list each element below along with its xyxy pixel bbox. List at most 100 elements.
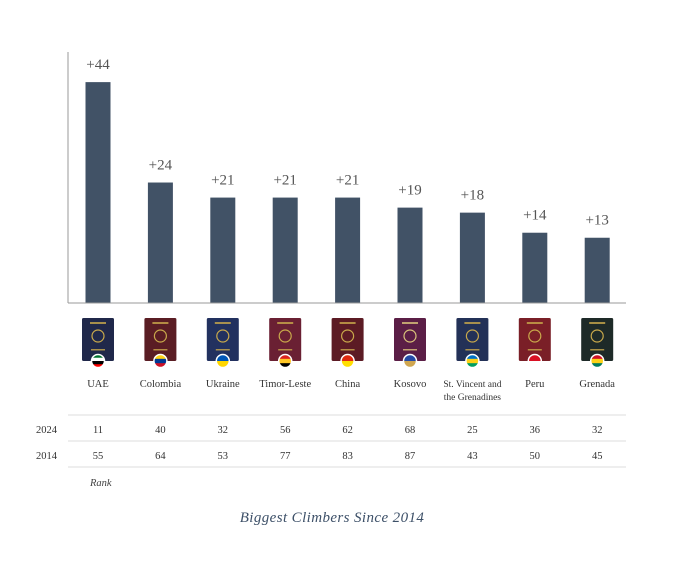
value-label: +21 [336, 173, 359, 189]
rank-cell: 77 [280, 451, 291, 462]
passport-cover [206, 318, 239, 361]
rank-year-label: 2014 [36, 451, 58, 462]
flag-icon [90, 353, 106, 369]
bar-kosovo [397, 207, 423, 303]
passport-title-line [152, 322, 169, 324]
timor-leste-passport-icon [269, 318, 302, 369]
value-label: +18 [461, 188, 484, 204]
rank-cell: 32 [218, 425, 229, 436]
country-label: Colombia [140, 379, 182, 390]
flag-ring [589, 353, 605, 369]
rank-cell: 25 [467, 425, 478, 436]
passport-text-line [215, 349, 230, 351]
rank-cell: 68 [405, 425, 416, 436]
flag-band [278, 358, 292, 364]
country-label: China [335, 379, 360, 390]
rank-cell: 53 [218, 451, 229, 462]
country-label: Timor-Leste [259, 379, 311, 390]
rank-note: Rank [89, 478, 112, 489]
passport-title-line [214, 322, 231, 324]
passport-title-line [90, 322, 106, 324]
bars-layer [85, 82, 610, 304]
flag-band [341, 354, 355, 362]
flag-ring [402, 353, 418, 369]
passport-emblem [403, 329, 417, 343]
flag-band [91, 354, 105, 359]
value-label: +19 [398, 183, 421, 199]
rank-cell: 87 [405, 451, 416, 462]
flag-icon [402, 353, 418, 369]
rank-cell: 40 [155, 425, 166, 436]
passport-cover [456, 318, 489, 361]
rank-cell: 55 [93, 451, 104, 462]
peru-passport-icon [518, 318, 551, 369]
flag-band [216, 354, 230, 362]
country-label: St. Vincent and the Grenadines [443, 380, 501, 403]
flag-icon [527, 353, 543, 369]
rank-cell: 43 [467, 451, 478, 462]
value-label: +21 [211, 173, 234, 189]
passport-text-line [340, 349, 355, 351]
value-label: +13 [585, 213, 608, 229]
passport-text-line [590, 349, 605, 351]
flag-band [590, 358, 604, 364]
rank-cell: 64 [155, 451, 166, 462]
passport-title-line [526, 322, 543, 324]
flag-icon [153, 353, 168, 369]
passport-emblem [216, 329, 230, 343]
value-labels-layer: +44 +24 +21 +21 +21 +19 +18 +14 +13 [86, 57, 609, 229]
passport-emblem [341, 329, 355, 343]
flag-icon [465, 353, 480, 369]
country-label: Kosovo [394, 379, 427, 390]
flag-band [341, 361, 355, 368]
bar-peru [522, 232, 548, 303]
flag-band [216, 361, 230, 368]
value-label: +44 [86, 57, 110, 73]
grenada-passport-icon [581, 318, 614, 369]
rank-table: 2024 11 40 32 56 62 68 25 36 32 2014 55 64 53 77 83 87 43… [36, 414, 626, 468]
flag-band [528, 361, 542, 368]
passport-cover [518, 318, 551, 361]
flag-band [403, 361, 417, 368]
country-label: Grenada [579, 379, 615, 390]
flag-band [153, 354, 167, 360]
passport-title-line [402, 322, 418, 324]
passport-text-line [278, 349, 293, 351]
bar-timor-leste [272, 197, 298, 303]
flag-band [403, 354, 417, 362]
passport-emblem [528, 329, 542, 343]
bar-china [335, 197, 361, 303]
passport-cover [82, 318, 114, 361]
passport-cover [331, 318, 364, 361]
rank-cell: 36 [530, 425, 541, 436]
rank-year-label: 2024 [36, 425, 58, 436]
chart-caption: Biggest Climbers Since 2014 [240, 510, 425, 526]
rank-cell: 50 [530, 451, 541, 462]
flag-band [528, 354, 542, 362]
bar-grenada [584, 237, 610, 303]
flag-ring [153, 353, 168, 369]
passport-cover [394, 318, 426, 361]
flag-band [153, 363, 167, 368]
passport-emblem [153, 329, 167, 343]
st-vincent-passport-icon [456, 318, 489, 369]
flag-icon [589, 353, 605, 369]
country-label: Peru [525, 379, 545, 390]
passport-emblem [91, 329, 105, 343]
passports-layer [82, 318, 614, 369]
rank-cell: 83 [342, 451, 353, 462]
value-label: +24 [149, 158, 173, 174]
country-label: Ukraine [206, 379, 240, 390]
ukraine-passport-icon [206, 318, 239, 369]
value-label: +14 [523, 208, 547, 224]
passport-emblem [590, 329, 604, 343]
kosovo-passport-icon [394, 318, 426, 369]
flag-band [91, 357, 105, 362]
country-label: UAE [87, 379, 109, 390]
passport-text-line [153, 349, 168, 351]
flag-band [590, 354, 604, 360]
china-passport-icon [331, 318, 364, 369]
flag-band [465, 358, 479, 364]
passport-title-line [277, 322, 294, 324]
bar-colombia [147, 182, 173, 303]
